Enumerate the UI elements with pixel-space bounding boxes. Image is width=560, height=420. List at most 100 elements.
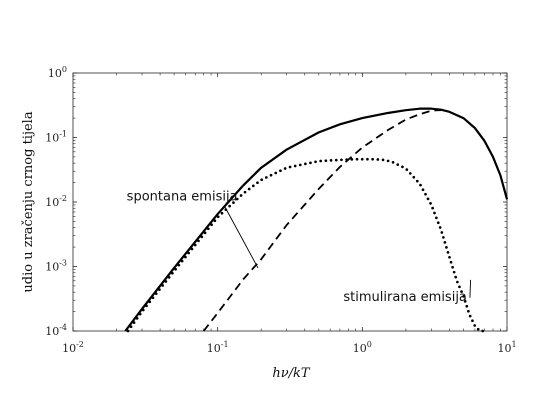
series-dotted — [126, 157, 485, 333]
series-point — [304, 162, 307, 166]
series-point — [396, 163, 400, 166]
series-point — [443, 241, 447, 244]
series-point — [412, 175, 416, 179]
series-point — [298, 163, 302, 167]
series-point — [381, 158, 385, 162]
series-point — [319, 159, 323, 163]
series-point — [314, 160, 317, 164]
series-point — [239, 194, 243, 197]
series-point — [415, 179, 419, 183]
series-point — [129, 325, 133, 329]
series-solid-line — [124, 107, 509, 332]
series-point — [445, 246, 448, 249]
series-point — [190, 247, 194, 251]
series-point — [265, 176, 268, 179]
series-point — [293, 164, 297, 168]
series-point — [251, 184, 255, 188]
x-tick-label-3: 101 — [497, 340, 516, 355]
series-point — [424, 192, 427, 196]
series-point — [206, 227, 210, 231]
annotation-layer: spontana emisija stimulirana emisija — [127, 190, 472, 305]
series-point — [476, 327, 480, 331]
series-point — [471, 319, 474, 323]
series-point — [446, 250, 450, 254]
annotation-leader-1 — [469, 279, 472, 298]
series-layer — [124, 107, 509, 333]
series-point — [426, 197, 430, 201]
series-point — [458, 285, 461, 289]
series-point — [334, 158, 338, 162]
series-point — [135, 317, 139, 320]
series-point — [174, 267, 177, 271]
series-point — [154, 292, 158, 296]
series-point — [391, 161, 395, 164]
series-point — [401, 165, 404, 169]
series-point — [184, 255, 187, 259]
series-point — [235, 197, 239, 201]
annotation-label-1: stimulirana emisija — [343, 290, 467, 305]
y-tick-label-1: 10-3 — [45, 259, 67, 274]
series-point — [256, 181, 259, 185]
series-point — [449, 260, 453, 264]
x-tick-label-1: 10-1 — [207, 340, 229, 355]
series-point — [216, 215, 220, 219]
series-point — [148, 300, 152, 304]
series-point — [355, 157, 359, 161]
series-point — [408, 172, 412, 175]
series-point — [421, 188, 425, 192]
series-point — [177, 263, 181, 267]
series-point — [376, 158, 380, 161]
y-axis-title: udio u zračenju crnog tijela — [21, 111, 36, 292]
y-tick-label-4: 100 — [48, 65, 67, 80]
series-point — [435, 216, 438, 220]
series-point — [138, 312, 142, 316]
y-tick-label-0: 10-4 — [45, 323, 67, 338]
axis-tick-labels: 10-2 10-1 100 101 10-4 10-3 10-2 10-1 100 — [45, 65, 516, 355]
series-point — [247, 187, 251, 191]
series-point — [324, 159, 328, 163]
series-point — [340, 158, 343, 162]
series-point — [405, 168, 409, 171]
series-point — [269, 173, 273, 177]
series-point — [274, 171, 278, 175]
series-point — [440, 231, 444, 234]
x-axis-title: hν/kT — [272, 366, 311, 381]
series-point — [371, 157, 374, 161]
series-point — [243, 190, 247, 194]
series-point — [452, 270, 456, 274]
series-point — [309, 161, 312, 165]
series-point — [456, 280, 459, 284]
series-point — [203, 231, 207, 235]
series-point — [454, 275, 458, 279]
series-point — [366, 157, 369, 161]
annotation-leader-0 — [223, 205, 259, 269]
series-point — [141, 308, 145, 312]
series-point — [161, 284, 165, 287]
series-point — [448, 255, 451, 259]
series-point — [462, 295, 465, 298]
series-point — [180, 259, 184, 263]
series-point — [451, 265, 454, 269]
axis-ticks — [72, 72, 508, 332]
series-point — [132, 321, 136, 324]
annotation-label-0: spontana emisija — [127, 190, 238, 205]
series-point — [279, 169, 282, 173]
series-point — [220, 211, 224, 215]
series-point — [429, 202, 432, 205]
series-point — [463, 299, 467, 303]
series-point — [283, 167, 287, 170]
series-point — [431, 206, 434, 210]
series-point — [360, 157, 364, 161]
series-point — [386, 159, 390, 163]
series-point — [197, 239, 200, 243]
series-point — [433, 211, 436, 215]
x-tick-label-0: 10-2 — [62, 340, 84, 355]
series-point — [345, 158, 348, 161]
series-point — [187, 251, 191, 255]
series-point — [260, 178, 264, 182]
series-point — [158, 288, 161, 291]
series-point — [228, 204, 231, 208]
series-point — [200, 235, 204, 239]
